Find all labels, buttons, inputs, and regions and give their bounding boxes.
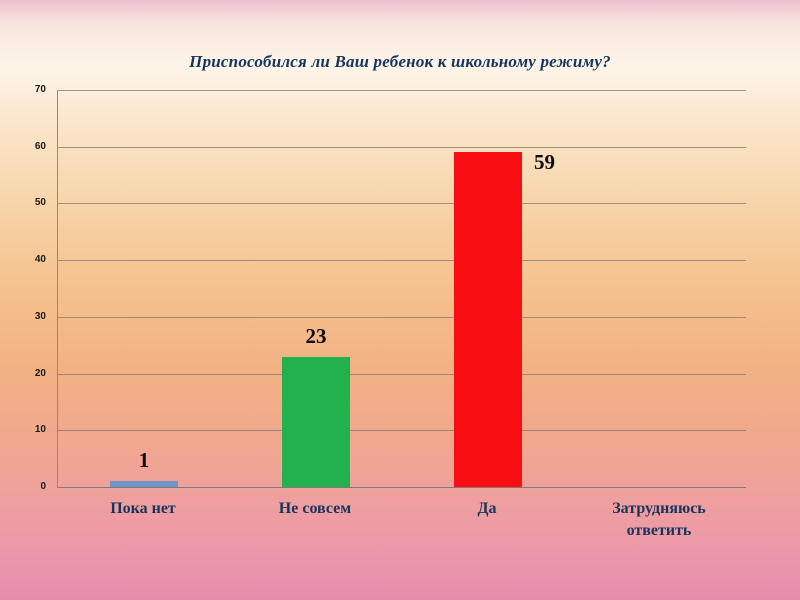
gridline [58,146,746,148]
bar-2 [454,152,522,487]
y-tick-label: 40 [34,254,46,266]
y-axis: 0 10 20 30 40 50 60 70 [0,84,52,492]
x-category-label-2: Да [477,500,497,517]
y-tick-label: 60 [34,140,46,152]
x-category-label-3: Затрудняюсь ответить [612,500,706,539]
gridline [58,430,746,432]
x-category-label-0: Пока нет [110,500,176,517]
y-tick-label: 20 [34,367,46,379]
gridline [58,260,746,262]
chart-title: Приспособился ли Ваш ребенок к школьному… [189,52,611,71]
data-label-0: 1 [138,448,150,473]
gridline [58,90,746,91]
bar-0 [110,481,178,487]
y-tick-label: 50 [34,197,46,209]
y-tick-label: 0 [40,481,46,492]
data-label-2: 59 [534,150,555,175]
gridline [58,373,746,375]
x-category-label-1: Не совсем [278,500,352,517]
gridline [58,203,746,205]
y-tick-label: 30 [34,310,46,322]
y-tick-label: 70 [34,84,46,95]
gridline [58,316,746,318]
bar-1 [282,356,350,487]
data-label-1: 23 [305,323,327,348]
plot-area: 1 23 59 [57,90,746,488]
y-tick-label: 10 [34,424,46,436]
x-axis: Пока нет Не совсем Да Затрудняюсь ответить [57,498,745,541]
